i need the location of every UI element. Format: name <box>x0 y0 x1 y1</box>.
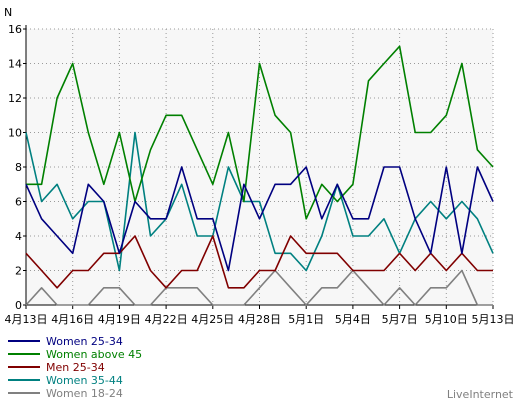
y-tick-label: 8 <box>15 161 22 174</box>
legend-label-women-25-34: Women 25-34 <box>46 335 123 348</box>
y-tick-label: 0 <box>15 299 22 312</box>
brand-label: LiveInternet <box>447 388 514 401</box>
y-axis-label: N <box>4 6 12 19</box>
x-tick-label: 4月28日 <box>238 313 281 326</box>
series-line-women-above-45 <box>26 45 494 220</box>
y-tick-label: 4 <box>15 230 22 243</box>
x-tick-label: 4月22日 <box>145 313 188 326</box>
legend-label-women-above-45: Women above 45 <box>46 348 142 361</box>
legend-label-women-35-44: Women 35-44 <box>46 374 123 387</box>
x-tick-label: 5月13日 <box>472 313 515 326</box>
legend-label-men-25-34: Men 25-34 <box>46 361 105 374</box>
legend-label-women-18-24: Women 18-24 <box>46 387 123 400</box>
x-tick-label: 5月7日 <box>382 313 418 326</box>
x-tick-label: 4月16日 <box>51 313 94 326</box>
x-tick-label: 5月1日 <box>288 313 324 326</box>
y-tick-label: 2 <box>15 265 22 278</box>
y-tick-label: 12 <box>8 92 22 105</box>
series-line-women-25-34 <box>25 166 494 272</box>
x-tick-label: 4月25日 <box>191 313 234 326</box>
y-tick-label: 10 <box>8 127 22 140</box>
series-lines <box>25 45 494 306</box>
y-tick-label: 16 <box>8 23 22 36</box>
y-tick-label: 14 <box>8 58 22 71</box>
axes: 0 2 4 6 8 10 12 14 16 4月13日 4月16日 4月19日 4月22日 4月25日 4月… <box>5 23 515 326</box>
x-tick-label: 4月19日 <box>98 313 141 326</box>
series-line-men-25-34 <box>25 235 493 289</box>
y-tick-label: 6 <box>15 196 22 209</box>
x-tick-label: 5月4日 <box>335 313 371 326</box>
plot-area <box>26 29 493 305</box>
x-tick-label: 4月13日 <box>5 313 48 326</box>
series-line-women-18-24 <box>25 269 493 306</box>
x-tick-label: 5月10日 <box>425 313 468 326</box>
